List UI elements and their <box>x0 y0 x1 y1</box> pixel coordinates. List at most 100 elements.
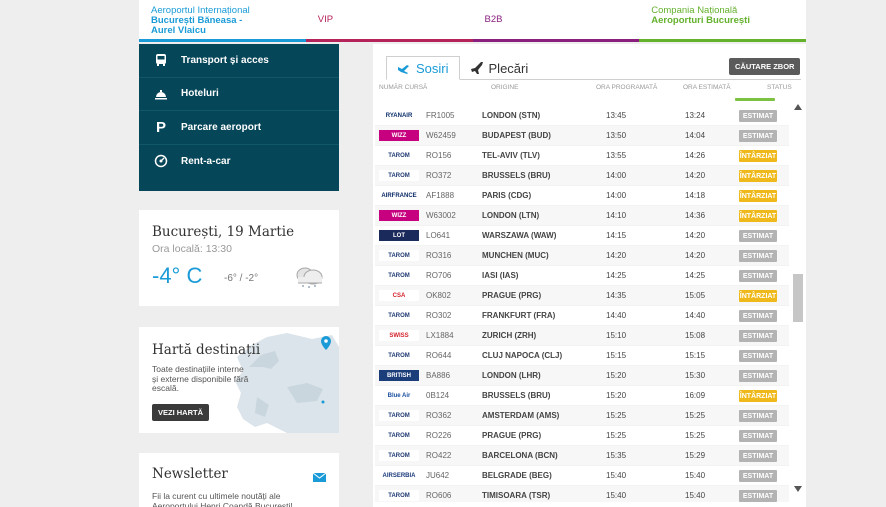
tabs-divider <box>386 79 801 80</box>
weather-range: -6° / -2° <box>224 273 259 284</box>
scheduled-time: 15:40 <box>606 471 627 480</box>
view-map-button[interactable]: VEZI HARTĂ <box>152 404 209 421</box>
flights-table: RYANAIR FR1005 LONDON (STN) 13:45 13:24 ESTIM… <box>373 102 791 502</box>
service-hotels[interactable]: Hoteluri <box>139 78 339 111</box>
table-row[interactable]: TAROM RO372 BRUSSELS (BRU) 14:00 14:20 ÎNTÂRZ… <box>375 166 789 186</box>
table-row[interactable]: LOT LO641 WARSZAWA (WAW) 14:15 14:20 ESTIMAT <box>375 226 789 246</box>
scheduled-time: 13:45 <box>606 111 627 120</box>
table-row[interactable]: SWISS LX1884 ZURICH (ZRH) 15:10 15:08 ESTIMAT <box>375 326 789 346</box>
search-flight-button[interactable]: CĂUTARE ZBOR <box>729 58 801 75</box>
scheduled-time: 14:00 <box>606 191 627 200</box>
flight-number: RO226 <box>426 431 452 440</box>
tab-departures[interactable]: Plecări <box>460 56 539 80</box>
newsletter-title: Newsletter <box>152 466 228 482</box>
scheduled-time: 15:20 <box>606 371 627 380</box>
column-flight-number[interactable]: NUMĂR CURSĂ <box>379 84 428 91</box>
newsletter-widget: Newsletter Fii la curent cu ultimele nou… <box>139 453 339 507</box>
table-row[interactable]: TAROM RO362 AMSTERDAM (AMS) 15:25 15:25 ESTIM… <box>375 406 789 426</box>
column-scheduled[interactable]: ORA PROGRAMATĂ <box>596 84 658 91</box>
table-row[interactable]: AIRFRANCE AF1888 PARIS (CDG) 14:00 14:18 ÎNTÂ… <box>375 186 789 206</box>
flight-origin: AMSTERDAM (AMS) <box>482 411 560 420</box>
status-badge: ESTIMAT <box>739 490 777 502</box>
airline-logo: TAROM <box>379 490 419 501</box>
scheduled-time: 15:25 <box>606 431 627 440</box>
flight-number: W62459 <box>426 131 456 140</box>
table-row[interactable]: TAROM RO316 MUNCHEN (MUC) 14:20 14:20 ESTIMAT <box>375 246 789 266</box>
table-row[interactable]: TAROM RO156 TEL-AVIV (TLV) 13:55 14:26 ÎNTÂRZ… <box>375 146 789 166</box>
service-transport[interactable]: Transport și acces <box>139 44 339 78</box>
flight-origin: FRANKFURT (FRA) <box>482 311 556 320</box>
flight-number: RO706 <box>426 271 452 280</box>
scrollbar-thumb[interactable] <box>793 274 803 322</box>
table-row[interactable]: TAROM RO606 TIMISOARA (TSR) 15:40 15:40 ESTIM… <box>375 486 789 502</box>
column-status[interactable]: STATUS <box>767 84 792 91</box>
estimated-time: 15:29 <box>685 451 706 460</box>
status-badge: ESTIMAT <box>739 430 777 442</box>
services-menu: Transport și acces Hoteluri P Parcare ae… <box>139 44 339 191</box>
status-badge: ESTIMAT <box>739 110 777 122</box>
table-row[interactable]: TAROM RO644 CLUJ NAPOCA (CLJ) 15:15 15:15 EST… <box>375 346 789 366</box>
flight-origin: ZURICH (ZRH) <box>482 331 537 340</box>
table-row[interactable]: TAROM RO706 IASI (IAS) 14:25 14:25 ESTIMAT <box>375 266 789 286</box>
table-row[interactable]: BRITISH BA886 LONDON (LHR) 15:20 15:30 ESTIMA… <box>375 366 789 386</box>
estimated-time: 15:30 <box>685 371 706 380</box>
flights-tabs: Sosiri Plecări <box>386 56 538 80</box>
airline-logo: WIZZ <box>379 130 419 141</box>
status-badge: ÎNTÂRZIAT <box>739 210 777 222</box>
nav-tab-baneasa[interactable]: Aeroportul Internațional București Bănea… <box>139 0 306 42</box>
weather-city-date: București, 19 Martie <box>152 224 295 240</box>
status-badge: ESTIMAT <box>739 410 777 422</box>
flight-origin: IASI (IAS) <box>482 271 519 280</box>
airline-logo: WIZZ <box>379 210 419 221</box>
status-badge: ESTIMAT <box>739 470 777 482</box>
tab-arrivals[interactable]: Sosiri <box>386 56 460 80</box>
status-badge: ESTIMAT <box>739 230 777 242</box>
flight-origin: BRUSSELS (BRU) <box>482 171 551 180</box>
map-description: Toate destinațiile interne și externe di… <box>152 364 249 393</box>
airline-logo: TAROM <box>379 170 419 181</box>
scroll-down-icon[interactable] <box>794 486 802 492</box>
status-badge: ÎNTÂRZIAT <box>739 150 777 162</box>
scheduled-time: 14:00 <box>606 171 627 180</box>
scheduled-time: 15:35 <box>606 451 627 460</box>
scroll-up-icon[interactable] <box>794 104 802 110</box>
airline-logo: CSA <box>379 290 419 301</box>
service-rentacar[interactable]: Rent-a-car <box>139 145 339 179</box>
table-row[interactable]: AIRSERBIA JU642 BELGRADE (BEG) 15:40 15:40 ES… <box>375 466 789 486</box>
table-row[interactable]: RYANAIR FR1005 LONDON (STN) 13:45 13:24 ESTIM… <box>375 106 789 126</box>
estimated-time: 14:20 <box>685 251 706 260</box>
mail-icon[interactable] <box>312 469 327 487</box>
scheduled-time: 14:20 <box>606 251 627 260</box>
flight-origin: BRUSSELS (BRU) <box>482 391 551 400</box>
flight-origin: PRAGUE (PRG) <box>482 431 542 440</box>
scheduled-time: 13:55 <box>606 151 627 160</box>
estimated-time: 15:08 <box>685 331 706 340</box>
scheduled-time: 14:40 <box>606 311 627 320</box>
column-estimated[interactable]: ORA ESTIMATĂ <box>683 84 731 91</box>
table-row[interactable]: TAROM RO302 FRANKFURT (FRA) 14:40 14:40 ESTIM… <box>375 306 789 326</box>
table-row[interactable]: TAROM RO422 BARCELONA (BCN) 15:35 15:29 ESTIM… <box>375 446 789 466</box>
flight-number: FR1005 <box>426 111 455 120</box>
column-origin[interactable]: ORIGINE <box>491 84 519 91</box>
flights-scrollbar[interactable] <box>791 102 805 507</box>
nav-tab-b2b[interactable]: B2B <box>472 0 640 42</box>
top-navigation: Aeroportul Internațional București Bănea… <box>139 0 806 42</box>
nav-tab-cnab[interactable]: Compania Națională Aeroporturi București <box>639 0 806 42</box>
table-row[interactable]: WIZZ W62459 BUDAPEST (BUD) 13:50 14:04 ESTIMA… <box>375 126 789 146</box>
nav-tab-cnab-line1: Compania Națională <box>651 5 738 16</box>
status-badge: ÎNTÂRZIAT <box>739 190 777 202</box>
service-parking[interactable]: P Parcare aeroport <box>139 111 339 145</box>
airline-logo: LOT <box>379 230 419 241</box>
table-row[interactable]: CSA OK802 PRAGUE (PRG) 14:35 15:05 ÎNTÂRZIAT <box>375 286 789 306</box>
estimated-time: 14:20 <box>685 171 706 180</box>
flight-origin: BUDAPEST (BUD) <box>482 131 551 140</box>
table-row[interactable]: TAROM RO226 PRAGUE (PRG) 15:25 15:25 ESTIMAT <box>375 426 789 446</box>
flight-origin: LONDON (LTN) <box>482 211 540 220</box>
nav-tab-vip[interactable]: VIP <box>305 0 473 42</box>
table-row[interactable]: Blue Air 0B124 BRUSSELS (BRU) 15:20 16:09 ÎNT… <box>375 386 789 406</box>
table-row[interactable]: WIZZ W63002 LONDON (LTN) 14:10 14:36 ÎNTÂRZIA… <box>375 206 789 226</box>
scheduled-time: 15:10 <box>606 331 627 340</box>
estimated-time: 15:40 <box>685 471 706 480</box>
airline-logo: AIRFRANCE <box>379 190 419 201</box>
nav-tab-baneasa-line1: Aeroportul Internațional <box>151 5 250 16</box>
